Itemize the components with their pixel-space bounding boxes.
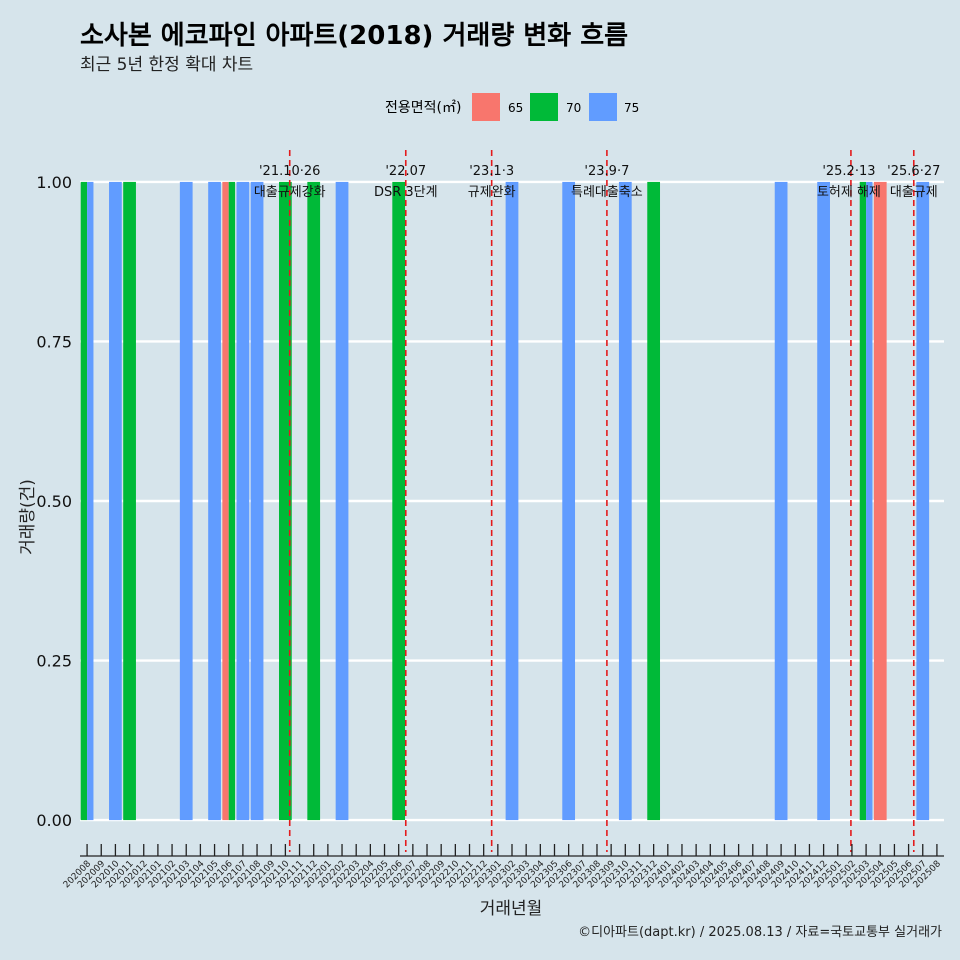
x-axis-title: 거래년월 [480,899,543,919]
event-date-label: '21.10·26 [259,164,320,179]
event-name-label: DSR 3단계 [374,185,438,200]
y-tick-label: 0.50 [36,492,72,511]
bar-202106-70 [228,181,236,821]
bar-202103-75 [179,181,193,821]
caption: ©디아파트(dapt.kr) / 2025.08.13 / 자료=국토교통부 실… [578,925,942,940]
bar-202504-65 [873,181,887,821]
bar-202112-70 [307,181,321,821]
bar-202302-75 [505,181,519,821]
legend-label-70: 70 [566,101,581,115]
event-annotations: '21.10·26 대출규제강화 '22.07 DSR 3단계 '23.1·3 규제완화 '… [254,164,941,200]
y-tick-label: 0.00 [36,811,72,830]
event-name-label: 규제완화 [468,185,516,200]
bar-202108-75 [250,181,264,821]
bar-202202-75 [335,181,349,821]
bar-202312-70 [647,181,661,821]
event-name-label: 대출규제 [890,185,938,200]
chart-title: 소사본 에코파인 아파트(2018) 거래량 변화 흐름 [80,21,628,51]
bar-202306-75 [562,181,576,821]
legend-label-65: 65 [508,101,523,115]
bar-202310-75 [618,181,632,821]
y-tick-label: 1.00 [36,173,72,192]
event-lines [288,150,915,852]
event-date-label: '25.6·27 [887,164,940,179]
y-axis-title: 거래량(건) [18,479,38,555]
legend: 전용면적(㎡) 65 70 75 [385,93,639,121]
event-name-label: 대출규제강화 [254,185,326,200]
bar-202106-65 [222,181,229,821]
bar-202503-75 [866,181,873,821]
legend-label-75: 75 [624,101,639,115]
bar-202412-75 [817,181,830,821]
legend-swatch-70 [530,93,558,121]
chart-subtitle: 최근 5년 한정 확대 차트 [80,55,253,75]
legend-swatch-75 [589,93,617,121]
legend-title: 전용면적(㎡) [385,100,461,116]
bar-202503-70 [859,181,867,821]
bar-202011-70 [123,181,136,821]
bar-202008-70 [80,181,88,821]
legend-swatch-65 [472,93,500,121]
bar-202507-75 [916,181,930,821]
event-name-label: 토허제 해제 [817,185,881,200]
y-tick-label: 0.25 [36,652,72,671]
x-axis: 2020082020092020102020112020122021012021… [62,844,944,890]
bar-202105-75 [208,181,221,821]
event-name-label: 특례대출축소 [571,185,643,200]
bar-202409-75 [774,181,788,821]
event-date-label: '25.2·13 [822,164,875,179]
y-axis: 0.00 0.25 0.50 0.75 1.00 [36,173,72,830]
event-date-label: '23.1·3 [469,164,514,179]
bars [80,181,930,821]
event-date-label: '23.9·7 [584,164,629,179]
bar-202008-75 [87,181,94,821]
bar-202010-75 [109,181,122,821]
bar-202110-70 [279,181,292,821]
bar-202107-75 [236,181,250,821]
event-date-label: '22.07 [385,164,426,179]
y-tick-label: 0.75 [36,332,72,351]
bar-202206-70 [392,181,406,821]
